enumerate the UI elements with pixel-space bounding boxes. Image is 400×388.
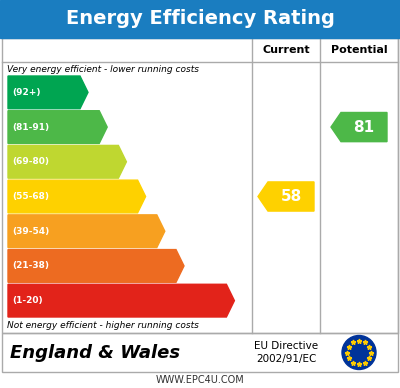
Text: 81: 81 [354,120,374,135]
Text: C: C [127,155,138,169]
Text: Very energy efficient - lower running costs: Very energy efficient - lower running co… [7,64,199,73]
Text: E: E [166,224,175,238]
Polygon shape [8,146,126,178]
Polygon shape [8,76,88,109]
Text: (55-68): (55-68) [12,192,49,201]
Polygon shape [258,182,314,211]
Polygon shape [8,215,165,248]
Text: F: F [185,259,194,273]
Text: Potential: Potential [331,45,387,55]
Text: (39-54): (39-54) [12,227,49,236]
Text: (1-20): (1-20) [12,296,43,305]
Circle shape [342,336,376,369]
Text: (81-91): (81-91) [12,123,49,132]
Text: Energy Efficiency Rating: Energy Efficiency Rating [66,9,334,28]
Text: EU Directive
2002/91/EC: EU Directive 2002/91/EC [254,341,318,364]
Bar [0,0,400,38]
Text: (69-80): (69-80) [12,157,49,166]
Text: (92+): (92+) [12,88,40,97]
Bar [2,38,398,333]
Text: A: A [89,85,100,99]
Polygon shape [8,111,107,144]
Text: WWW.EPC4U.COM: WWW.EPC4U.COM [156,375,244,385]
Text: England & Wales: England & Wales [10,343,180,362]
Text: Current: Current [262,45,310,55]
Polygon shape [331,113,387,142]
Polygon shape [8,180,146,213]
Polygon shape [8,249,184,282]
Text: B: B [108,120,119,134]
Polygon shape [8,284,234,317]
Text: 58: 58 [280,189,302,204]
Text: Not energy efficient - higher running costs: Not energy efficient - higher running co… [7,322,199,331]
Text: G: G [235,294,247,308]
Text: D: D [147,189,158,203]
Text: (21-38): (21-38) [12,262,49,270]
Bar [2,333,398,372]
